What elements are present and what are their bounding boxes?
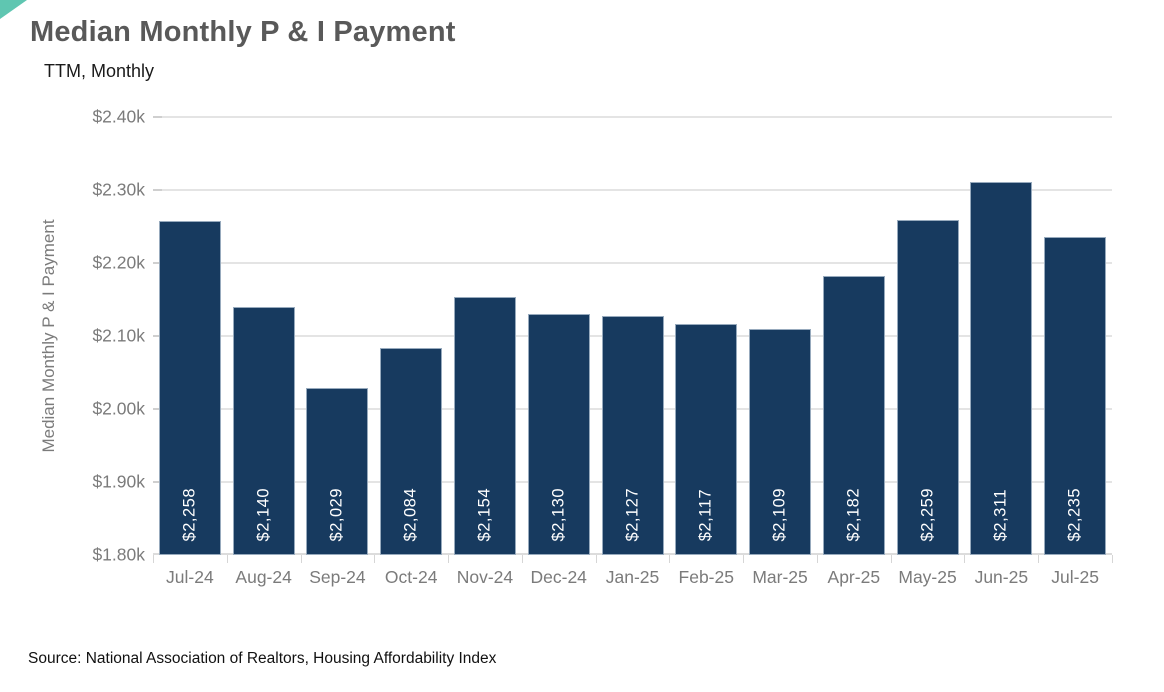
x-axis-tick xyxy=(448,555,450,563)
x-tick-label: Sep-24 xyxy=(309,567,366,587)
x-tick-label: Nov-24 xyxy=(456,567,514,587)
x-tick-label: Jan-25 xyxy=(605,567,660,587)
y-tick-label: $2.10k xyxy=(92,325,145,346)
x-axis-tick xyxy=(890,555,892,563)
chart-title: Median Monthly P & I Payment xyxy=(30,16,456,48)
x-tick-label: Jul-24 xyxy=(166,567,214,587)
bar-Jun-25: $2,311 xyxy=(970,181,1033,555)
y-tick-label: $2.00k xyxy=(92,398,145,419)
bar-May-25: $2,259 xyxy=(896,219,959,555)
x-tick-label: May-25 xyxy=(898,567,957,587)
y-axis-tick xyxy=(153,116,162,118)
source-note: Source: National Association of Realtors… xyxy=(28,650,497,667)
bar-value-label: $2,235 xyxy=(1065,487,1084,541)
bar-value-label: $2,182 xyxy=(844,487,863,541)
bar-Aug-24: $2,140 xyxy=(232,306,295,555)
bar-value-label: $2,127 xyxy=(623,487,641,541)
bar-Nov-24: $2,154 xyxy=(453,296,516,555)
corner-accent-triangle xyxy=(0,0,27,19)
gridline xyxy=(153,116,1112,118)
gridline xyxy=(153,262,1112,264)
bar-value-label: $2,154 xyxy=(475,487,494,541)
bar-Jul-24: $2,258 xyxy=(158,220,221,555)
y-axis-tick xyxy=(153,262,162,264)
bar-value-label: $2,109 xyxy=(770,487,789,541)
x-axis-tick xyxy=(743,555,745,563)
x-tick-label: Mar-25 xyxy=(752,567,808,587)
x-axis-tick xyxy=(521,555,523,563)
bar-Apr-25: $2,182 xyxy=(822,276,885,555)
x-tick-label: Aug-24 xyxy=(235,567,292,587)
bar-Sep-24: $2,029 xyxy=(306,387,369,555)
x-tick-label: Oct-24 xyxy=(384,567,438,587)
x-tick-label: Apr-25 xyxy=(827,567,881,587)
y-axis-tick xyxy=(153,481,162,483)
bar-Mar-25: $2,109 xyxy=(749,329,812,555)
y-axis-tick xyxy=(153,408,162,410)
chart-subtitle: TTM, Monthly xyxy=(44,61,155,81)
bar-value-label: $2,259 xyxy=(918,487,937,541)
x-axis-tick xyxy=(300,555,302,563)
bar-value-label: $2,311 xyxy=(991,488,1010,541)
x-axis-tick xyxy=(374,555,376,563)
bar-value-label: $2,130 xyxy=(549,487,568,541)
x-axis-tick xyxy=(1112,555,1113,563)
x-tick-label: Jun-25 xyxy=(974,567,1029,587)
x-tick-label: Jul-25 xyxy=(1051,567,1099,587)
y-tick-label: $2.40k xyxy=(92,106,145,127)
y-tick-label: $2.20k xyxy=(92,252,145,273)
bar-value-label: $2,084 xyxy=(401,487,420,541)
y-axis-tick xyxy=(153,335,162,337)
x-axis-tick xyxy=(226,555,228,563)
gridline xyxy=(153,189,1112,191)
bar-Jul-25: $2,235 xyxy=(1044,237,1107,555)
y-tick-label: $1.90k xyxy=(92,471,145,492)
bar-Jan-25: $2,127 xyxy=(601,316,664,555)
y-tick-label: $1.80k xyxy=(92,544,145,565)
x-tick-label: Dec-24 xyxy=(530,567,587,587)
bar-value-label: $2,140 xyxy=(254,487,273,541)
bar-Feb-25: $2,117 xyxy=(675,323,738,555)
bar-Dec-24: $2,130 xyxy=(527,314,590,555)
y-tick-label: $2.30k xyxy=(92,179,145,200)
x-tick-label: Feb-25 xyxy=(678,567,734,587)
y-axis-tick xyxy=(153,189,162,191)
x-axis-tick xyxy=(1038,555,1040,563)
x-axis-tick xyxy=(595,555,597,563)
x-axis-tick xyxy=(964,555,966,563)
bar-value-label: $2,117 xyxy=(696,488,715,541)
bar-value-label: $2,029 xyxy=(327,487,346,541)
x-axis-tick xyxy=(669,555,671,563)
bar-Oct-24: $2,084 xyxy=(380,347,443,555)
x-axis-tick xyxy=(816,555,818,563)
bar-value-label: $2,258 xyxy=(180,487,199,541)
plot-area: $2,258 $2,140 $2,029 $2,084 $2,154 $2,130 $2,1… xyxy=(153,116,1112,555)
x-axis-tick xyxy=(153,555,154,563)
